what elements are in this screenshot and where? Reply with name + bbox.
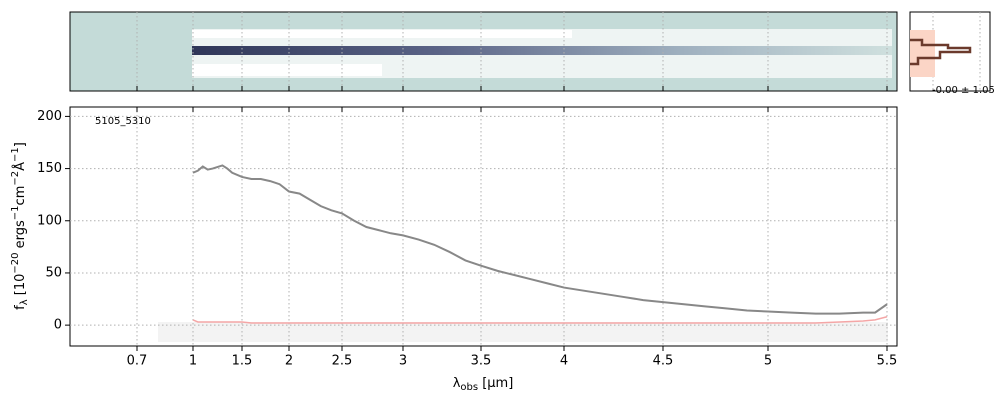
x-axis-label: λobs [μm]: [453, 376, 514, 394]
x-tick-label: 5: [764, 354, 772, 369]
y-tick-label: 50: [45, 265, 62, 280]
profile-panel: -0.00 ± 1.05: [909, 11, 995, 96]
x-tick-label: 4: [560, 354, 568, 369]
spectrum-line: [192, 164, 888, 315]
x-tick-label: 5.5: [877, 354, 898, 369]
y-tick-label: 150: [37, 161, 62, 176]
spectrum-label: 5105_5310: [95, 116, 151, 127]
shade: [158, 322, 888, 342]
profile-label: -0.00 ± 1.05: [932, 85, 995, 96]
x-tick-label: 3: [399, 354, 407, 369]
x-tick-label: 4.5: [653, 354, 674, 369]
x-tick-label: 1: [189, 354, 197, 369]
spectrum-2d: [69, 11, 898, 92]
spectrum-line: [192, 316, 888, 324]
y-axis-label: fλ [10−20 ergs−1cm−2Å−1]: [10, 142, 30, 310]
x-tick-label: 3.5: [471, 354, 492, 369]
y-tick-label: 0: [54, 318, 62, 333]
y-tick-label: 100: [37, 213, 62, 228]
x-tick-label: 0.7: [127, 354, 148, 369]
y-tick-label: 200: [37, 109, 62, 124]
x-tick-label: 2.5: [332, 354, 353, 369]
plot-frame: [69, 106, 898, 347]
x-tick-label: 2: [285, 354, 293, 369]
x-tick-label: 1.5: [232, 354, 253, 369]
